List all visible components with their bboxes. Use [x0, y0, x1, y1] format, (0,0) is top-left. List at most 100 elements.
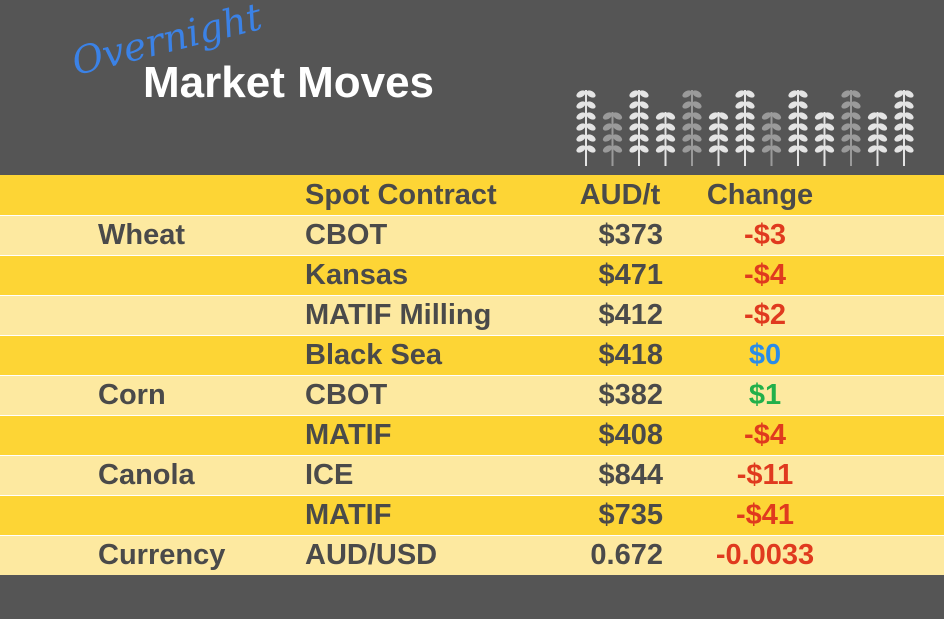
column-header: AUD/t	[579, 179, 661, 211]
wheat-stalk	[877, 112, 888, 120]
wheat-stalk	[692, 90, 702, 98]
wheat-stalk	[655, 123, 666, 131]
column-header: Spot Contract	[305, 179, 497, 211]
wheat-stalk	[761, 145, 772, 153]
wheat-decoration	[576, 90, 914, 166]
column-header: Change	[706, 179, 814, 211]
wheat-stalk	[798, 90, 808, 98]
footer-bar	[0, 577, 944, 619]
wheat-stalk	[602, 123, 613, 131]
table-row	[0, 335, 944, 375]
wheat-stalk	[629, 90, 639, 98]
change: -$41	[735, 499, 795, 531]
wheat-stalk	[824, 112, 835, 120]
wheat-stalk	[814, 112, 825, 120]
price: $844	[598, 459, 663, 491]
wheat-stalk	[735, 101, 745, 109]
wheat-stalk	[682, 101, 692, 109]
price: 0.672	[590, 539, 663, 571]
wheat-stalk	[761, 112, 772, 120]
wheat-stalk	[629, 134, 639, 142]
table-row	[0, 415, 944, 455]
wheat-stalk	[708, 145, 719, 153]
price: $408	[598, 419, 663, 451]
wheat-stalk	[824, 134, 835, 142]
contract: MATIF	[305, 499, 392, 531]
wheat-stalk	[639, 112, 649, 120]
wheat-stalk	[586, 145, 596, 153]
wheat-stalk	[745, 101, 755, 109]
wheat-stalk	[798, 134, 808, 142]
wheat-stalk	[841, 112, 851, 120]
wheat-stalk	[841, 145, 851, 153]
wheat-stalk	[602, 145, 613, 153]
group-label: Canola	[98, 459, 195, 491]
wheat-stalk	[745, 145, 755, 153]
wheat-stalk	[735, 145, 745, 153]
contract: CBOT	[305, 379, 388, 411]
wheat-stalk	[576, 145, 586, 153]
wheat-stalk	[708, 112, 719, 120]
wheat-stalk	[612, 123, 623, 131]
wheat-stalk	[682, 112, 692, 120]
table-row	[0, 255, 944, 295]
wheat-stalk	[735, 134, 745, 142]
wheat-stalk	[745, 90, 755, 98]
wheat-stalk	[682, 123, 692, 131]
wheat-stalk	[612, 145, 623, 153]
title: Market Moves	[143, 58, 435, 107]
wheat-stalk	[745, 134, 755, 142]
wheat-stalk	[761, 123, 772, 131]
table-row	[0, 375, 944, 415]
wheat-stalk	[904, 145, 914, 153]
wheat-stalk	[629, 112, 639, 120]
wheat-stalk	[655, 134, 666, 142]
group-label: Wheat	[98, 219, 185, 251]
wheat-stalk	[639, 123, 649, 131]
group-label: Currency	[98, 539, 226, 571]
wheat-stalk	[877, 134, 888, 142]
wheat-stalk	[586, 90, 596, 98]
wheat-stalk	[576, 101, 586, 109]
wheat-stalk	[841, 123, 851, 131]
wheat-stalk	[655, 145, 666, 153]
wheat-stalk	[867, 134, 878, 142]
wheat-stalk	[798, 112, 808, 120]
wheat-stalk	[602, 134, 613, 142]
wheat-stalk	[867, 112, 878, 120]
wheat-stalk	[824, 123, 835, 131]
wheat-stalk	[788, 90, 798, 98]
wheat-stalk	[851, 101, 861, 109]
wheat-stalk	[851, 134, 861, 142]
change: $0	[748, 339, 782, 371]
contract: MATIF	[305, 419, 392, 451]
wheat-stalk	[735, 123, 745, 131]
wheat-stalk	[655, 112, 666, 120]
wheat-stalk	[665, 112, 676, 120]
wheat-stalk	[851, 90, 861, 98]
wheat-stalk	[788, 145, 798, 153]
wheat-stalk	[629, 101, 639, 109]
wheat-stalk	[576, 90, 586, 98]
header-row	[0, 175, 944, 215]
wheat-stalk	[586, 123, 596, 131]
wheat-stalk	[904, 90, 914, 98]
wheat-stalk	[851, 145, 861, 153]
wheat-stalk	[718, 112, 729, 120]
table-row	[0, 535, 944, 575]
wheat-stalk	[692, 134, 702, 142]
wheat-stalk	[612, 112, 623, 120]
wheat-stalk	[639, 134, 649, 142]
contract: MATIF Milling	[305, 299, 492, 331]
change: -$2	[744, 299, 786, 331]
wheat-stalk	[745, 112, 755, 120]
contract: Kansas	[305, 259, 409, 291]
wheat-stalk	[682, 134, 692, 142]
wheat-stalk	[894, 112, 904, 120]
wheat-stalk	[904, 101, 914, 109]
table-row	[0, 215, 944, 255]
wheat-stalk	[841, 101, 851, 109]
wheat-stalk	[798, 101, 808, 109]
wheat-stalk	[904, 112, 914, 120]
price: $412	[598, 299, 663, 331]
